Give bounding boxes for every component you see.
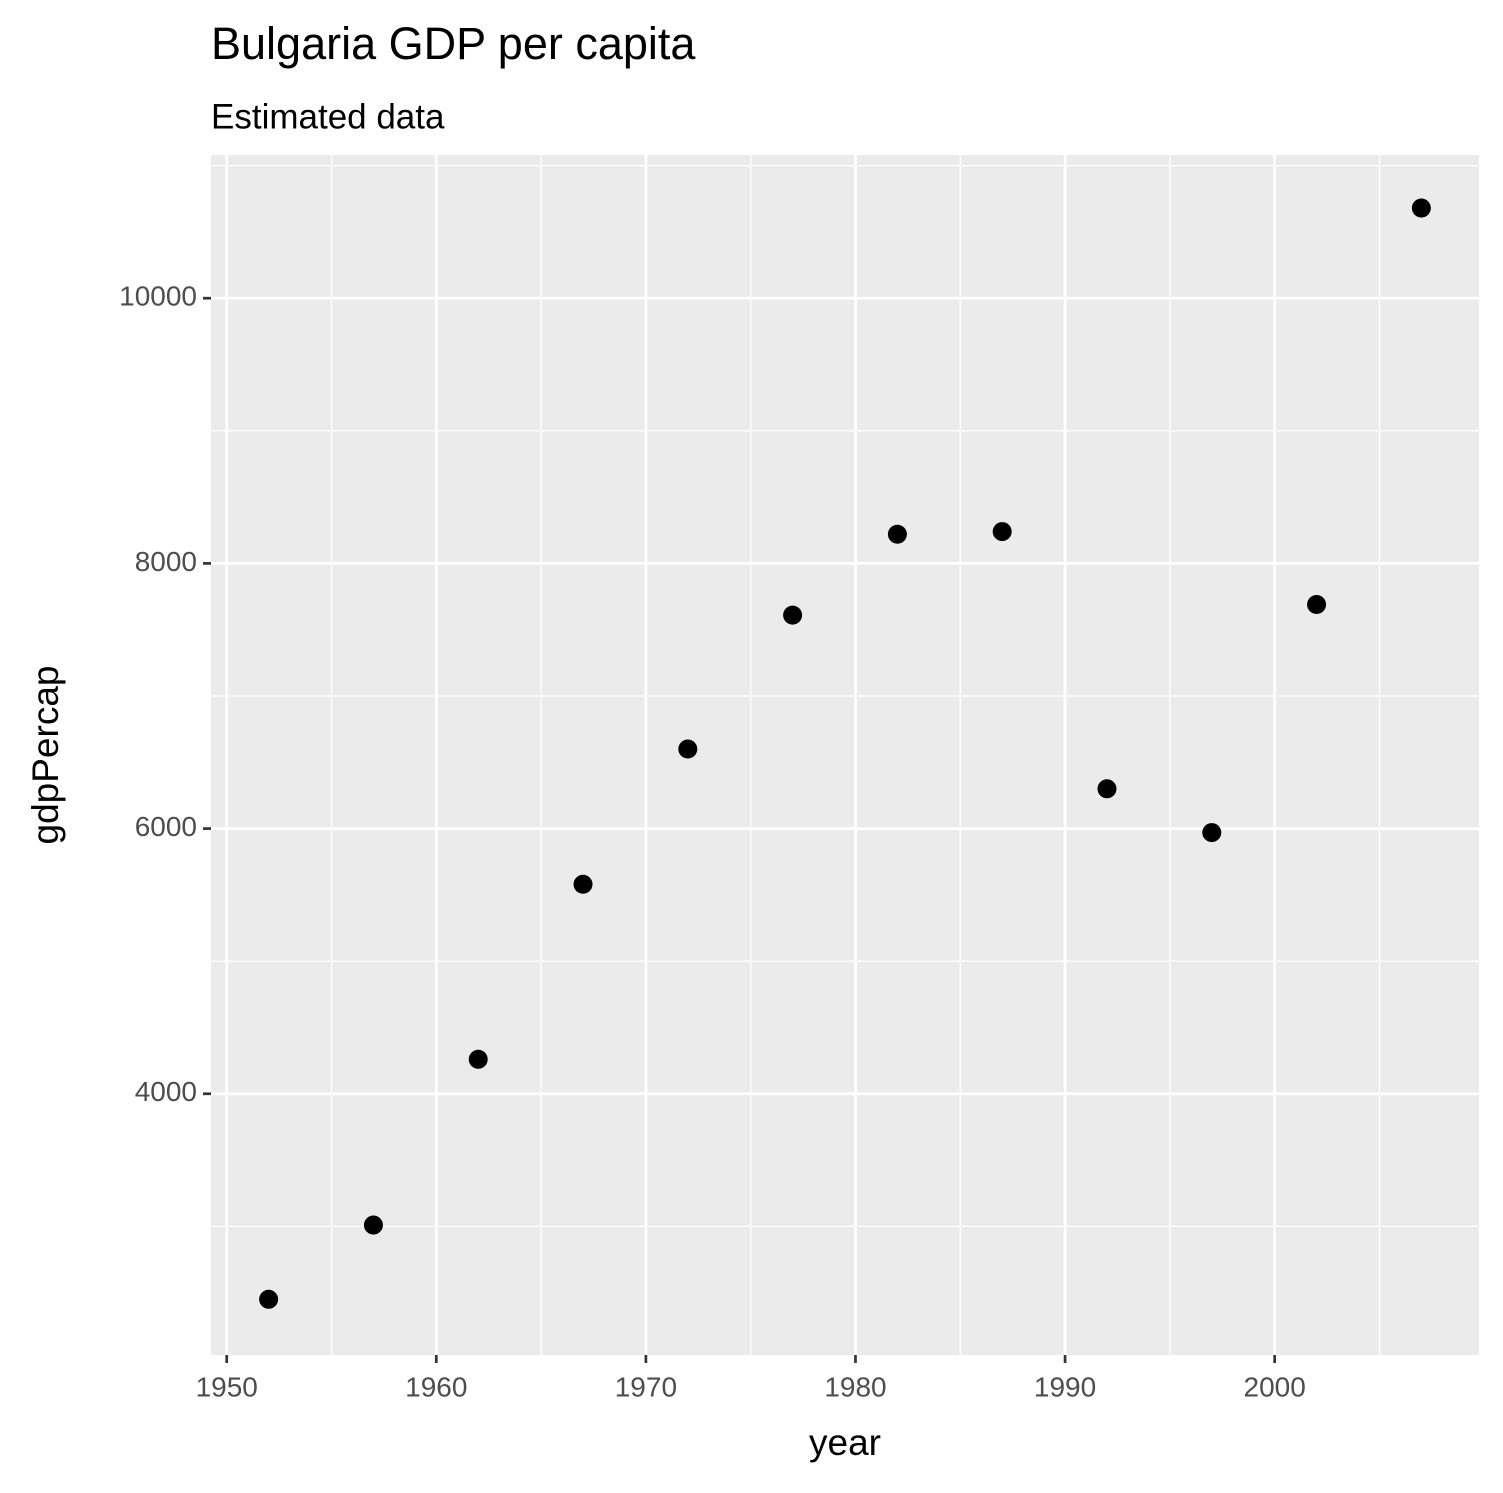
point [678, 739, 698, 759]
point [992, 522, 1012, 542]
y-tick-label: 6000 [135, 811, 197, 842]
x-tick-label: 1970 [615, 1371, 677, 1402]
y-tick-label: 8000 [135, 546, 197, 577]
chart-subtitle: Estimated data [211, 97, 445, 136]
point [783, 605, 803, 625]
point [259, 1289, 279, 1309]
point [573, 874, 593, 894]
point [468, 1049, 488, 1069]
x-tick-label: 1960 [405, 1371, 467, 1402]
plot-panel [211, 155, 1479, 1355]
x-tick-label: 1990 [1034, 1371, 1096, 1402]
chart-title: Bulgaria GDP per capita [211, 18, 696, 69]
point [1307, 595, 1327, 615]
y-tick-label: 10000 [119, 281, 197, 312]
y-axis-title: gdpPercap [25, 666, 66, 845]
point [1411, 198, 1431, 218]
x-tick-label: 1980 [824, 1371, 886, 1402]
y-tick-label: 4000 [135, 1076, 197, 1107]
x-tick-label: 2000 [1244, 1371, 1306, 1402]
point [363, 1215, 383, 1235]
x-axis-title: year [809, 1422, 881, 1463]
x-tick-label: 1950 [196, 1371, 258, 1402]
point [1097, 779, 1117, 799]
point [1202, 823, 1222, 843]
point [887, 524, 907, 544]
